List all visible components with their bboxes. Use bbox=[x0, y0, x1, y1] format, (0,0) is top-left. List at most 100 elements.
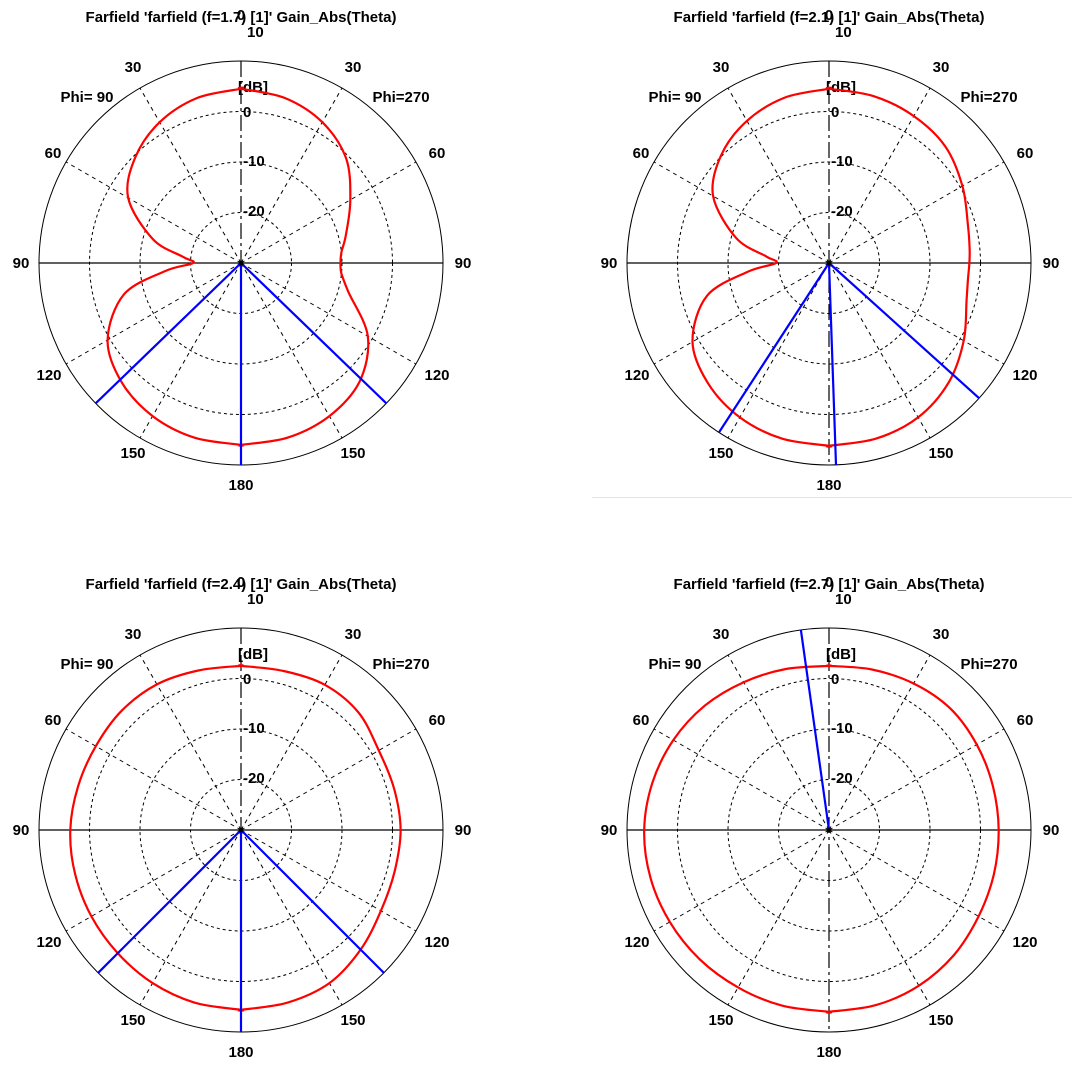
grid-spoke bbox=[240, 87, 343, 264]
beam-direction-line bbox=[827, 262, 838, 465]
beam-direction-line bbox=[94, 262, 242, 405]
grid-spoke bbox=[828, 728, 1005, 831]
ring-label: 0 bbox=[243, 671, 251, 688]
grid-spoke bbox=[139, 829, 242, 1006]
angle-label: 0 bbox=[237, 7, 245, 24]
beam-direction-line bbox=[799, 629, 831, 831]
grid-spoke bbox=[139, 262, 242, 439]
angle-label: 150 bbox=[340, 445, 365, 462]
phi-270-label: Phi=270 bbox=[960, 656, 1017, 673]
grid-spoke bbox=[828, 262, 1005, 365]
grid-spoke bbox=[240, 262, 417, 365]
chart-title: Farfield 'farfield (f=2.4) [1]' Gain_Abs… bbox=[86, 576, 397, 593]
angle-label: 90 bbox=[455, 255, 472, 272]
polar-chart-svg: Farfield 'farfield (f=2.4) [1]' Gain_Abs… bbox=[13, 574, 472, 1061]
grid-spoke bbox=[653, 161, 830, 264]
grid-spoke bbox=[653, 262, 830, 365]
farfield-plot-f2-1: Farfield 'farfield (f=2.1) [1]' Gain_Abs… bbox=[588, 0, 1073, 500]
db-unit-label: [dB] bbox=[238, 646, 268, 663]
angle-label: 60 bbox=[429, 145, 446, 162]
ring-label: -20 bbox=[831, 203, 853, 220]
grid-spoke bbox=[727, 654, 830, 831]
angle-label: 90 bbox=[13, 255, 30, 272]
ring-label: -10 bbox=[831, 720, 853, 737]
angle-label: 120 bbox=[36, 367, 61, 384]
beam-direction-line bbox=[97, 829, 242, 974]
grid-spoke bbox=[653, 728, 830, 831]
grid-spoke bbox=[65, 728, 242, 831]
farfield-plot-f2-7: Farfield 'farfield (f=2.7) [1]' Gain_Abs… bbox=[588, 567, 1073, 1067]
angle-label: 150 bbox=[928, 445, 953, 462]
angle-label: 30 bbox=[345, 626, 362, 643]
angle-label: 0 bbox=[237, 574, 245, 591]
phi-90-label: Phi= 90 bbox=[61, 656, 114, 673]
grid-spoke bbox=[653, 829, 830, 932]
angle-label: 180 bbox=[816, 477, 841, 494]
angle-label: 90 bbox=[601, 255, 618, 272]
grid-spoke bbox=[828, 161, 1005, 264]
ring-label: 10 bbox=[247, 591, 264, 608]
grid-spoke bbox=[139, 87, 242, 264]
panel-divider bbox=[592, 497, 1072, 498]
angle-label: 60 bbox=[1017, 145, 1034, 162]
angle-label: 30 bbox=[345, 59, 362, 76]
chart-title: Farfield 'farfield (f=1.7) [1]' Gain_Abs… bbox=[86, 9, 397, 26]
ring-label: -10 bbox=[243, 720, 265, 737]
grid-spoke bbox=[828, 262, 931, 439]
grid-spoke bbox=[828, 829, 1005, 932]
grid-spoke bbox=[65, 829, 242, 932]
angle-label: 30 bbox=[933, 59, 950, 76]
ring-label: 0 bbox=[831, 104, 839, 121]
chart-title: Farfield 'farfield (f=2.7) [1]' Gain_Abs… bbox=[674, 576, 985, 593]
phi-90-label: Phi= 90 bbox=[649, 89, 702, 106]
gain-pattern-curve bbox=[691, 86, 971, 448]
angle-label: 60 bbox=[45, 145, 62, 162]
ring-label: -20 bbox=[243, 203, 265, 220]
angle-label: 30 bbox=[125, 59, 142, 76]
gain-pattern-curve bbox=[643, 664, 1000, 1014]
angle-label: 120 bbox=[624, 934, 649, 951]
db-unit-label: [dB] bbox=[826, 646, 856, 663]
chart-title: Farfield 'farfield (f=2.1) [1]' Gain_Abs… bbox=[674, 9, 985, 26]
farfield-plot-f2-4: Farfield 'farfield (f=2.4) [1]' Gain_Abs… bbox=[0, 567, 500, 1067]
grid-spoke bbox=[65, 161, 242, 264]
center-dot bbox=[238, 827, 244, 833]
grid-spoke bbox=[65, 262, 242, 365]
center-dot bbox=[238, 260, 244, 266]
angle-label: 60 bbox=[633, 712, 650, 729]
angle-label: 150 bbox=[340, 1012, 365, 1029]
grid-spoke bbox=[240, 829, 343, 1006]
ring-label: -10 bbox=[831, 153, 853, 170]
angle-label: 150 bbox=[708, 1012, 733, 1029]
grid-spoke bbox=[727, 87, 830, 264]
angle-label: 60 bbox=[45, 712, 62, 729]
ring-label: -10 bbox=[243, 153, 265, 170]
ring-label: 10 bbox=[835, 591, 852, 608]
phi-90-label: Phi= 90 bbox=[649, 656, 702, 673]
angle-label: 30 bbox=[933, 626, 950, 643]
phi-90-label: Phi= 90 bbox=[61, 89, 114, 106]
ring-label: 0 bbox=[831, 671, 839, 688]
angle-label: 150 bbox=[120, 445, 145, 462]
ring-label: 0 bbox=[243, 104, 251, 121]
polar-chart-svg: Farfield 'farfield (f=2.7) [1]' Gain_Abs… bbox=[601, 574, 1060, 1061]
grid-spoke bbox=[240, 829, 417, 932]
grid-spoke bbox=[828, 87, 931, 264]
grid-spoke bbox=[240, 262, 343, 439]
angle-label: 150 bbox=[120, 1012, 145, 1029]
angle-label: 180 bbox=[228, 1044, 253, 1061]
grid-spoke bbox=[727, 829, 830, 1006]
beam-direction-line bbox=[240, 262, 388, 405]
angle-label: 90 bbox=[13, 822, 30, 839]
angle-label: 180 bbox=[228, 477, 253, 494]
ring-label: -20 bbox=[831, 770, 853, 787]
angle-label: 150 bbox=[708, 445, 733, 462]
phi-270-label: Phi=270 bbox=[372, 656, 429, 673]
angle-label: 90 bbox=[1043, 255, 1060, 272]
phi-270-label: Phi=270 bbox=[372, 89, 429, 106]
angle-label: 90 bbox=[1043, 822, 1060, 839]
ring-label: 10 bbox=[835, 24, 852, 41]
angle-label: 60 bbox=[429, 712, 446, 729]
angle-label: 120 bbox=[624, 367, 649, 384]
angle-label: 90 bbox=[455, 822, 472, 839]
